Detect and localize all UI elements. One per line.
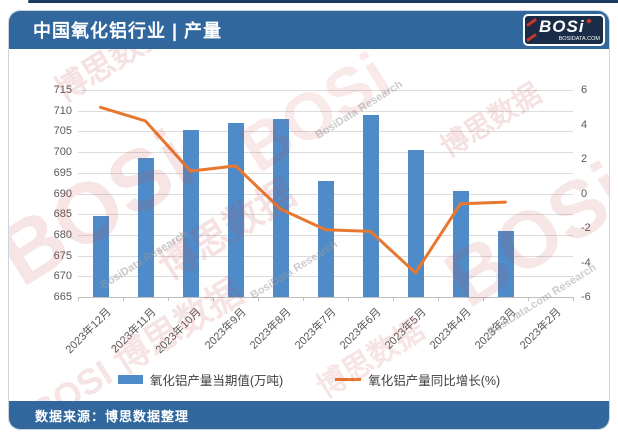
bosi-logo: BOSi BOSIDATA.COM [523, 14, 605, 46]
y-axis-left-tick-label: 695 [53, 166, 72, 179]
bar-series-swatch-icon [117, 375, 143, 384]
y-axis-left-tick-label: 670 [53, 270, 72, 283]
header-bar: 中国氧化铝行业 | 产量 BOSi BOSIDATA.COM [9, 11, 609, 49]
bar [92, 216, 109, 297]
bosi-logo-inner: BOSi BOSIDATA.COM [525, 16, 603, 44]
y-axis-left-tick-label: 680 [53, 228, 72, 241]
y-axis-left-tick-label: 665 [53, 291, 72, 303]
logo-stripe-icon [526, 33, 537, 42]
y-axis-left-tick-label: 685 [53, 208, 72, 221]
page-title: 中国氧化铝行业 | 产量 [33, 21, 223, 41]
y-axis-left-tick-label: 715 [53, 84, 72, 96]
y-axis-right-tick-label: 6 [581, 84, 588, 96]
gridline [78, 131, 573, 133]
bar [272, 118, 289, 297]
bar [407, 150, 424, 297]
bar [362, 114, 379, 297]
y-axis-left-tick-label: 705 [53, 125, 72, 138]
chart-card: 中国氧化铝行业 | 产量 BOSi BOSIDATA.COM 715 710 705… [8, 10, 610, 430]
footer-bar: 数据来源：博思数据整理 [9, 401, 609, 429]
legend-label-line-series: 氧化铝产量同比增长(%) [368, 374, 501, 388]
x-axis-tick-mark [123, 297, 124, 301]
y-axis-right-tick-label: -6 [581, 291, 591, 303]
y-axis-left-tick-label: 690 [53, 187, 72, 200]
x-axis-tick-mark [78, 297, 79, 301]
y-axis-left-tick-label: 675 [53, 249, 72, 262]
x-axis-tick-mark [303, 297, 304, 301]
x-axis-tick-mark [438, 297, 439, 301]
y-axis-left-tick-label: 700 [53, 146, 72, 159]
data-source-text: 数据来源：博思数据整理 [35, 408, 190, 424]
logo-stripe-icon [526, 18, 537, 27]
gridline [78, 110, 573, 112]
gridline [78, 90, 573, 91]
bar [317, 181, 334, 297]
legend: 氧化铝产量当期值(万吨) 氧化铝产量同比增长(%) [9, 370, 609, 389]
y-axis-right-tick-label: 0 [581, 187, 588, 200]
y-axis-right-tick-label: 2 [581, 153, 588, 165]
legend-item-bar-series: 氧化铝产量当期值(万吨) [117, 370, 284, 389]
logo-subtext: BOSIDATA.COM [558, 36, 600, 42]
bar [452, 191, 469, 297]
gridline [78, 297, 573, 298]
x-axis-tick-mark [213, 297, 214, 301]
x-axis-tick-mark [528, 297, 529, 301]
bar [137, 158, 154, 297]
y-axis-left-tick-label: 710 [53, 104, 72, 117]
x-axis-tick-mark [483, 297, 484, 301]
outer-frame-top-line [28, 0, 618, 3]
y-axis-right-tick-label: -2 [581, 222, 591, 234]
bar [227, 123, 244, 297]
bar [497, 230, 514, 297]
x-axis-tick-mark [258, 297, 259, 301]
watermark-text: 博思数据 [48, 49, 176, 109]
x-axis-tick-mark [348, 297, 349, 301]
x-axis-tick-mark [573, 297, 574, 301]
legend-label-bar-series: 氧化铝产量当期值(万吨) [149, 374, 284, 388]
logo-accent-icon [586, 18, 592, 24]
y-axis-right-tick-label: 4 [581, 118, 588, 131]
chart-area: 715 710 705 700 695 690 685 680 675 670 665 6 4 2 0 -2 -… [9, 49, 609, 401]
line-series-swatch-icon [335, 378, 362, 381]
gridline [78, 152, 573, 154]
x-axis-tick-mark [168, 297, 169, 301]
x-axis-tick-mark [393, 297, 394, 301]
y-axis-right-tick-label: -4 [581, 256, 591, 269]
logo-text: BOSi [539, 17, 585, 36]
bar [182, 129, 199, 297]
legend-item-line-series: 氧化铝产量同比增长(%) [335, 370, 500, 389]
